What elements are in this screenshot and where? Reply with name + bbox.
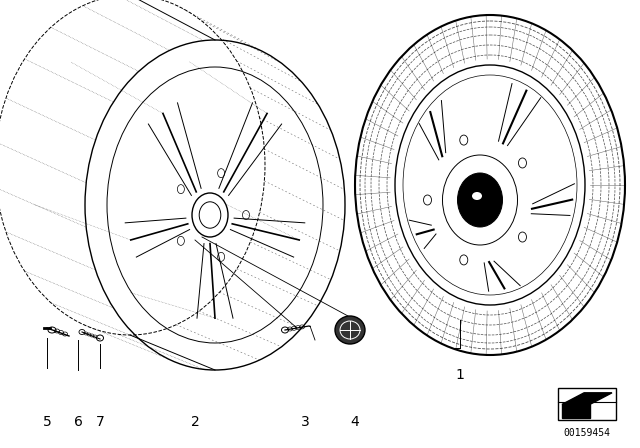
Polygon shape — [562, 393, 612, 405]
Text: 5: 5 — [43, 415, 51, 429]
Ellipse shape — [192, 193, 228, 237]
Polygon shape — [562, 405, 590, 418]
Text: 3: 3 — [301, 415, 309, 429]
Text: 2: 2 — [191, 415, 200, 429]
Ellipse shape — [442, 155, 518, 245]
Text: 7: 7 — [95, 415, 104, 429]
Ellipse shape — [472, 192, 482, 200]
Ellipse shape — [518, 232, 527, 242]
Ellipse shape — [424, 195, 431, 205]
Text: 4: 4 — [351, 415, 360, 429]
Ellipse shape — [395, 65, 585, 305]
Text: 1: 1 — [456, 368, 465, 382]
Ellipse shape — [335, 316, 365, 344]
Ellipse shape — [460, 135, 468, 145]
Bar — [558, 388, 616, 420]
Text: 6: 6 — [74, 415, 83, 429]
Text: 00159454: 00159454 — [563, 428, 611, 438]
Ellipse shape — [460, 255, 468, 265]
Ellipse shape — [518, 158, 527, 168]
Ellipse shape — [458, 173, 502, 227]
